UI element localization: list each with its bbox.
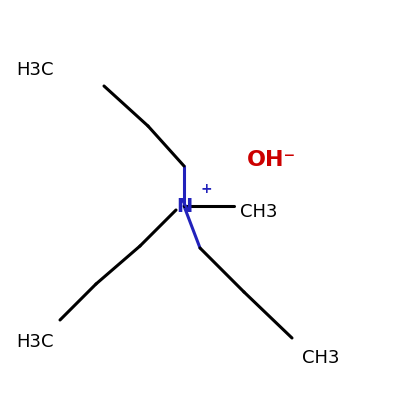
Text: CH3: CH3: [302, 349, 340, 367]
Text: N: N: [176, 196, 192, 216]
Text: OH⁻: OH⁻: [247, 150, 297, 170]
Text: CH3: CH3: [240, 203, 278, 221]
Text: +: +: [201, 182, 212, 196]
Text: H3C: H3C: [16, 333, 54, 351]
Text: H3C: H3C: [16, 61, 54, 79]
